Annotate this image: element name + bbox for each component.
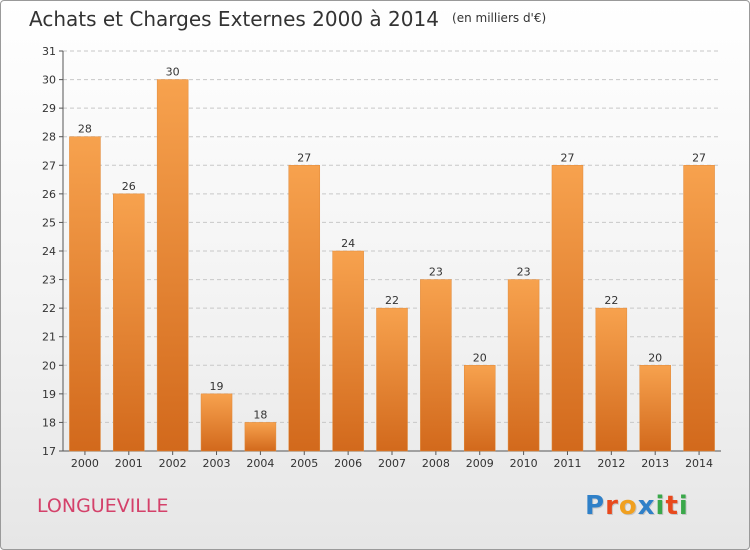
bar-2005[interactable] [288,165,321,452]
x-tick-label-2011: 2011 [553,457,581,470]
y-tick-label: 30 [42,74,56,87]
x-tick-label-2008: 2008 [422,457,450,470]
data-label-2000: 28 [78,123,92,136]
bar-2014[interactable] [683,165,715,452]
x-tick-label-2012: 2012 [597,457,625,470]
chart-title-block: Achats et Charges Externes 2000 à 2014 (… [29,7,546,31]
y-tick-label: 26 [42,188,56,201]
y-tick-label: 18 [42,416,56,429]
y-tick-label: 20 [42,359,56,372]
bar-2006[interactable] [332,250,364,452]
x-tick-label-2004: 2004 [246,457,274,470]
data-label-2004: 18 [253,408,267,421]
bar-2001[interactable] [113,193,145,452]
logo-letter: x [637,491,656,521]
bar-2002[interactable] [156,79,189,452]
y-tick-label: 29 [42,102,56,115]
y-tick-label: 24 [42,245,56,258]
x-tick-label-2003: 2003 [203,457,231,470]
logo-letter: i [655,491,666,521]
y-tick-label: 27 [42,159,56,172]
x-tick-label-2013: 2013 [641,457,669,470]
x-tick-label-2006: 2006 [334,457,362,470]
bar-2010[interactable] [507,279,540,452]
logo-letter: o [618,491,638,521]
chart-title: Achats et Charges Externes 2000 à 2014 [29,7,439,31]
y-tick-label: 17 [42,445,56,458]
data-label-2002: 30 [166,66,180,79]
x-tick-label-2007: 2007 [378,457,406,470]
data-label-2010: 23 [517,266,531,279]
y-tick-label: 19 [42,388,56,401]
chart-unit: (en milliers d'€) [452,11,547,25]
data-label-2007: 22 [385,294,399,307]
bar-2007[interactable] [376,307,408,452]
y-tick-label: 23 [42,274,56,287]
data-label-2008: 23 [429,266,443,279]
y-tick-label: 28 [42,131,56,144]
bar-2013[interactable] [639,365,671,452]
data-label-2005: 27 [297,151,311,164]
logo-letter: r [605,491,619,521]
bar-2003[interactable] [200,393,233,452]
bar-2009[interactable] [463,365,496,452]
data-label-2006: 24 [341,237,355,250]
logo-letter: t [665,491,679,521]
bar-2004[interactable] [244,422,277,452]
x-tick-label-2002: 2002 [159,457,187,470]
data-label-2011: 27 [560,151,574,164]
logo-letter: i [678,491,689,521]
y-tick-label: 21 [42,331,56,344]
data-label-2009: 20 [473,351,487,364]
y-tick-label: 25 [42,216,56,229]
data-label-2001: 26 [122,180,136,193]
x-tick-label-2001: 2001 [115,457,143,470]
x-tick-label-2005: 2005 [290,457,318,470]
data-label-2003: 19 [210,380,224,393]
bar-2000[interactable] [69,136,101,452]
data-label-2013: 20 [648,351,662,364]
bar-2012[interactable] [595,307,628,452]
x-tick-label-2014: 2014 [685,457,713,470]
bar-2011[interactable] [551,165,584,452]
y-tick-label: 22 [42,302,56,315]
proxiti-logo[interactable]: Proxiti [585,491,689,521]
data-label-2014: 27 [692,151,706,164]
x-tick-label-2000: 2000 [71,457,99,470]
place-name: LONGUEVILLE [37,495,169,517]
x-tick-label-2009: 2009 [466,457,494,470]
logo-letter: P [585,491,606,521]
y-tick-label: 31 [42,45,56,58]
data-label-2012: 22 [604,294,618,307]
bar-2008[interactable] [420,279,452,452]
x-tick-label-2010: 2010 [510,457,538,470]
